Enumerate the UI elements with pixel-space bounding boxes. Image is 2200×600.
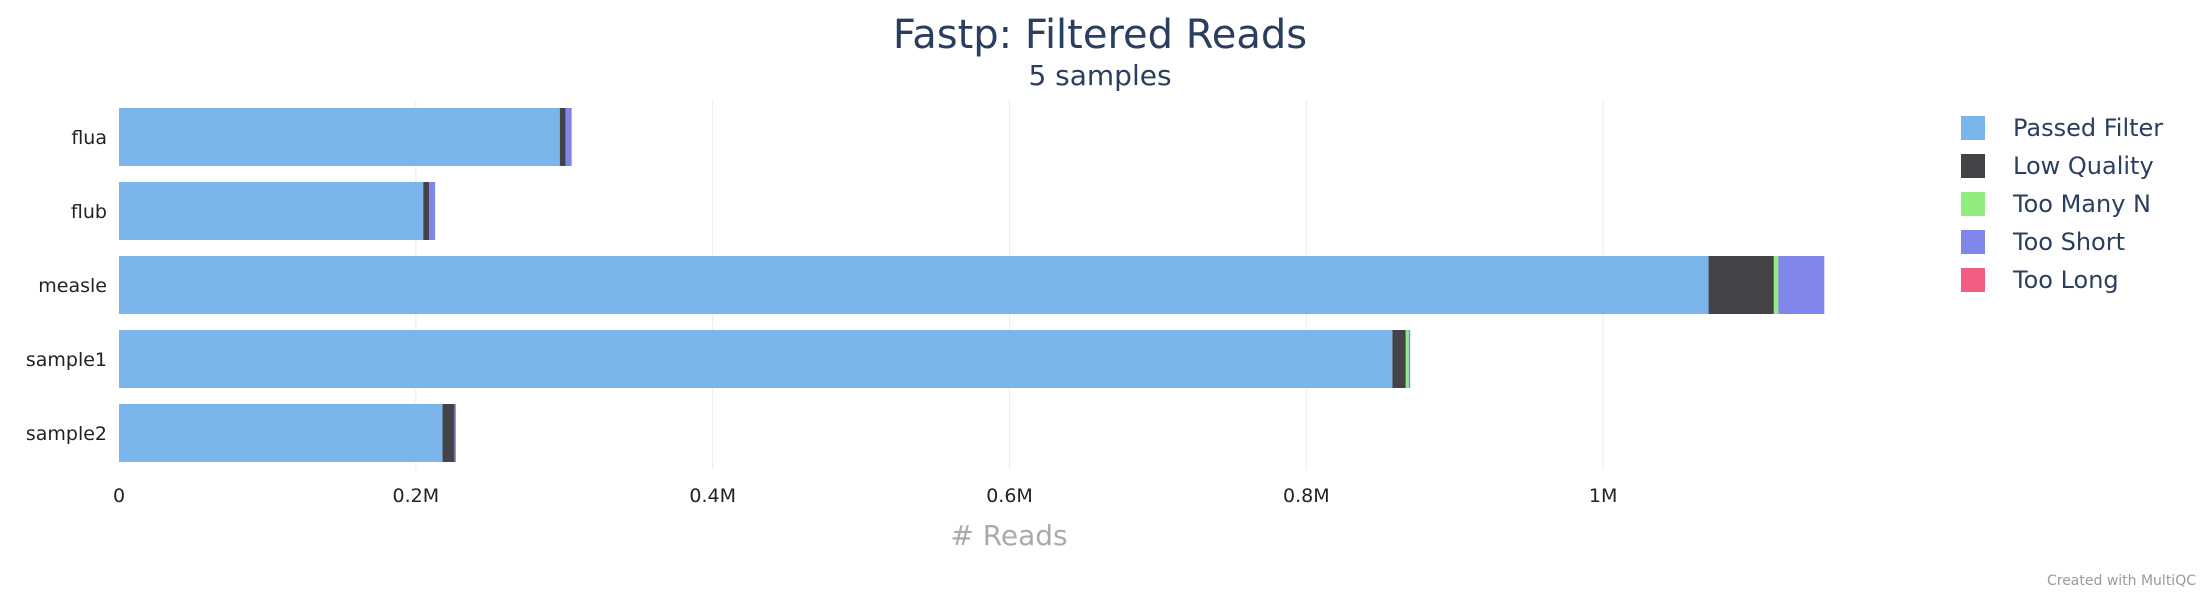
x-tick-label: 1M bbox=[1589, 485, 1617, 507]
legend-swatch bbox=[1961, 230, 1985, 254]
legend-item[interactable]: Too Many N bbox=[1961, 190, 2151, 218]
x-tick-label: 0.8M bbox=[1283, 485, 1330, 507]
bar-segment[interactable] bbox=[442, 404, 455, 462]
legend-label: Too Many N bbox=[2012, 190, 2151, 218]
legend-swatch bbox=[1961, 116, 1985, 140]
category-label: sample1 bbox=[26, 349, 107, 371]
bar-segment[interactable] bbox=[1708, 256, 1774, 314]
category-label: measle bbox=[38, 275, 107, 297]
x-tick-label: 0.6M bbox=[986, 485, 1033, 507]
category-labels: flua flub measle sample1 sample2 bbox=[26, 127, 107, 445]
bar-segment[interactable] bbox=[1405, 330, 1409, 388]
chart-title: Fastp: Filtered Reads bbox=[893, 12, 1307, 58]
legend: Passed Filter Low Quality Too Many N Too Sh… bbox=[1961, 114, 2163, 294]
bar-segment[interactable] bbox=[429, 182, 436, 240]
legend-swatch bbox=[1961, 192, 1985, 216]
bar-segment[interactable] bbox=[565, 108, 572, 166]
credit-text: Created with MultiQC bbox=[2047, 573, 2196, 589]
bar-segment[interactable] bbox=[119, 330, 1393, 388]
bar-segment[interactable] bbox=[1778, 256, 1825, 314]
x-tick-label: 0 bbox=[113, 485, 125, 507]
legend-item[interactable]: Too Short bbox=[1961, 228, 2125, 256]
category-label: flub bbox=[71, 201, 107, 223]
x-tick-label: 0.2M bbox=[393, 485, 440, 507]
legend-label: Passed Filter bbox=[2013, 114, 2163, 142]
legend-label: Low Quality bbox=[2013, 152, 2154, 180]
category-label: flua bbox=[71, 127, 107, 149]
bar-segment[interactable] bbox=[1773, 256, 1779, 314]
legend-item[interactable]: Too Long bbox=[1961, 266, 2119, 294]
chart-subtitle: 5 samples bbox=[1028, 59, 1171, 92]
bar-segment[interactable] bbox=[119, 256, 1709, 314]
legend-swatch bbox=[1961, 268, 1985, 292]
x-axis-tick-labels: 0 0.2M 0.4M 0.6M 0.8M 1M bbox=[113, 485, 1617, 507]
legend-item[interactable]: Low Quality bbox=[1961, 152, 2154, 180]
category-label: sample2 bbox=[26, 423, 107, 445]
bar-segment[interactable] bbox=[119, 404, 443, 462]
bar-segment[interactable] bbox=[1408, 330, 1411, 388]
bar-segment[interactable] bbox=[1392, 330, 1406, 388]
bars bbox=[119, 108, 1825, 462]
legend-label: Too Long bbox=[2012, 266, 2119, 294]
legend-item[interactable]: Passed Filter bbox=[1961, 114, 2163, 142]
bar-segment[interactable] bbox=[559, 108, 566, 166]
bar-segment[interactable] bbox=[423, 182, 430, 240]
bar-segment[interactable] bbox=[119, 108, 560, 166]
bar-segment[interactable] bbox=[119, 182, 424, 240]
x-axis-title: # Reads bbox=[950, 519, 1067, 552]
legend-swatch bbox=[1961, 154, 1985, 178]
legend-label: Too Short bbox=[2012, 228, 2125, 256]
bar-segment[interactable] bbox=[454, 404, 456, 462]
x-tick-label: 0.4M bbox=[689, 485, 736, 507]
